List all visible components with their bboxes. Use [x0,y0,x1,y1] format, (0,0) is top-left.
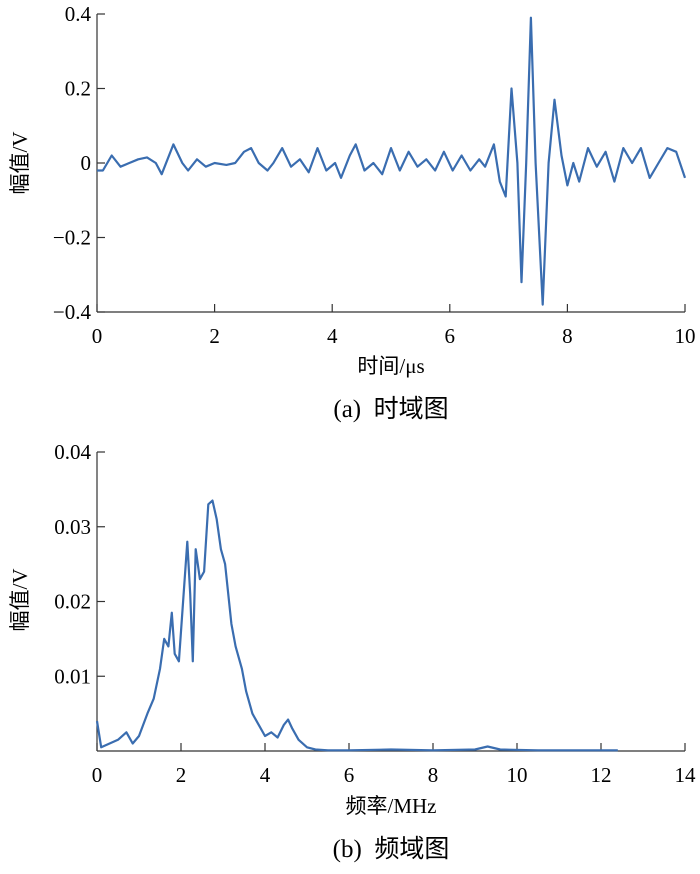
y-tick-label: 0 [81,151,92,175]
x-tick-label: 8 [562,324,573,348]
y-tick-label: −0.4 [53,300,92,324]
y-tick-label: 0.04 [54,440,91,464]
y-tick-label: 0.02 [54,590,91,614]
y-tick-label: 0.4 [65,2,92,26]
y-tick-label: 0.01 [54,664,91,688]
frequency-domain-panel: 0.04 0.03 0.02 0.01 0 2 4 6 8 10 12 14 频率/MHz 幅值/V… [8,440,696,863]
frequency-spectrum-line [95,499,618,752]
time-domain-signal-line [97,16,687,306]
caption-b: (b) 频域图 [333,835,450,863]
x-tick-label: 6 [445,324,456,348]
x-tick-label: 0 [92,763,103,787]
x-tick-label: 4 [260,763,271,787]
y-tick-label: 0.2 [65,77,91,101]
x-tick-label: 12 [591,763,612,787]
x-axis-label-a: 时间/μs [357,354,424,378]
x-tick-label: 0 [92,324,103,348]
y-axis-label-b: 幅值/V [8,569,32,632]
x-tick-label: 10 [675,324,696,348]
x-tick-label: 8 [428,763,439,787]
y-tick-label: 0.03 [54,515,91,539]
x-tick-label: 2 [209,324,220,348]
x-tick-label: 4 [327,324,338,348]
y-tick-label: −0.2 [53,226,91,250]
caption-a: (a) 时域图 [333,395,448,423]
x-tick-label: 14 [675,763,697,787]
y-axis-label-a: 幅值/V [8,132,32,195]
x-tick-label: 6 [344,763,355,787]
x-axis-label-b: 频率/MHz [346,794,437,818]
time-domain-panel: 0.4 0.2 0 −0.2 −0.4 0 2 4 6 8 10 时间/μs 幅值/V (a) 时… [8,2,696,423]
x-tick-label: 10 [507,763,528,787]
x-tick-label: 2 [176,763,187,787]
